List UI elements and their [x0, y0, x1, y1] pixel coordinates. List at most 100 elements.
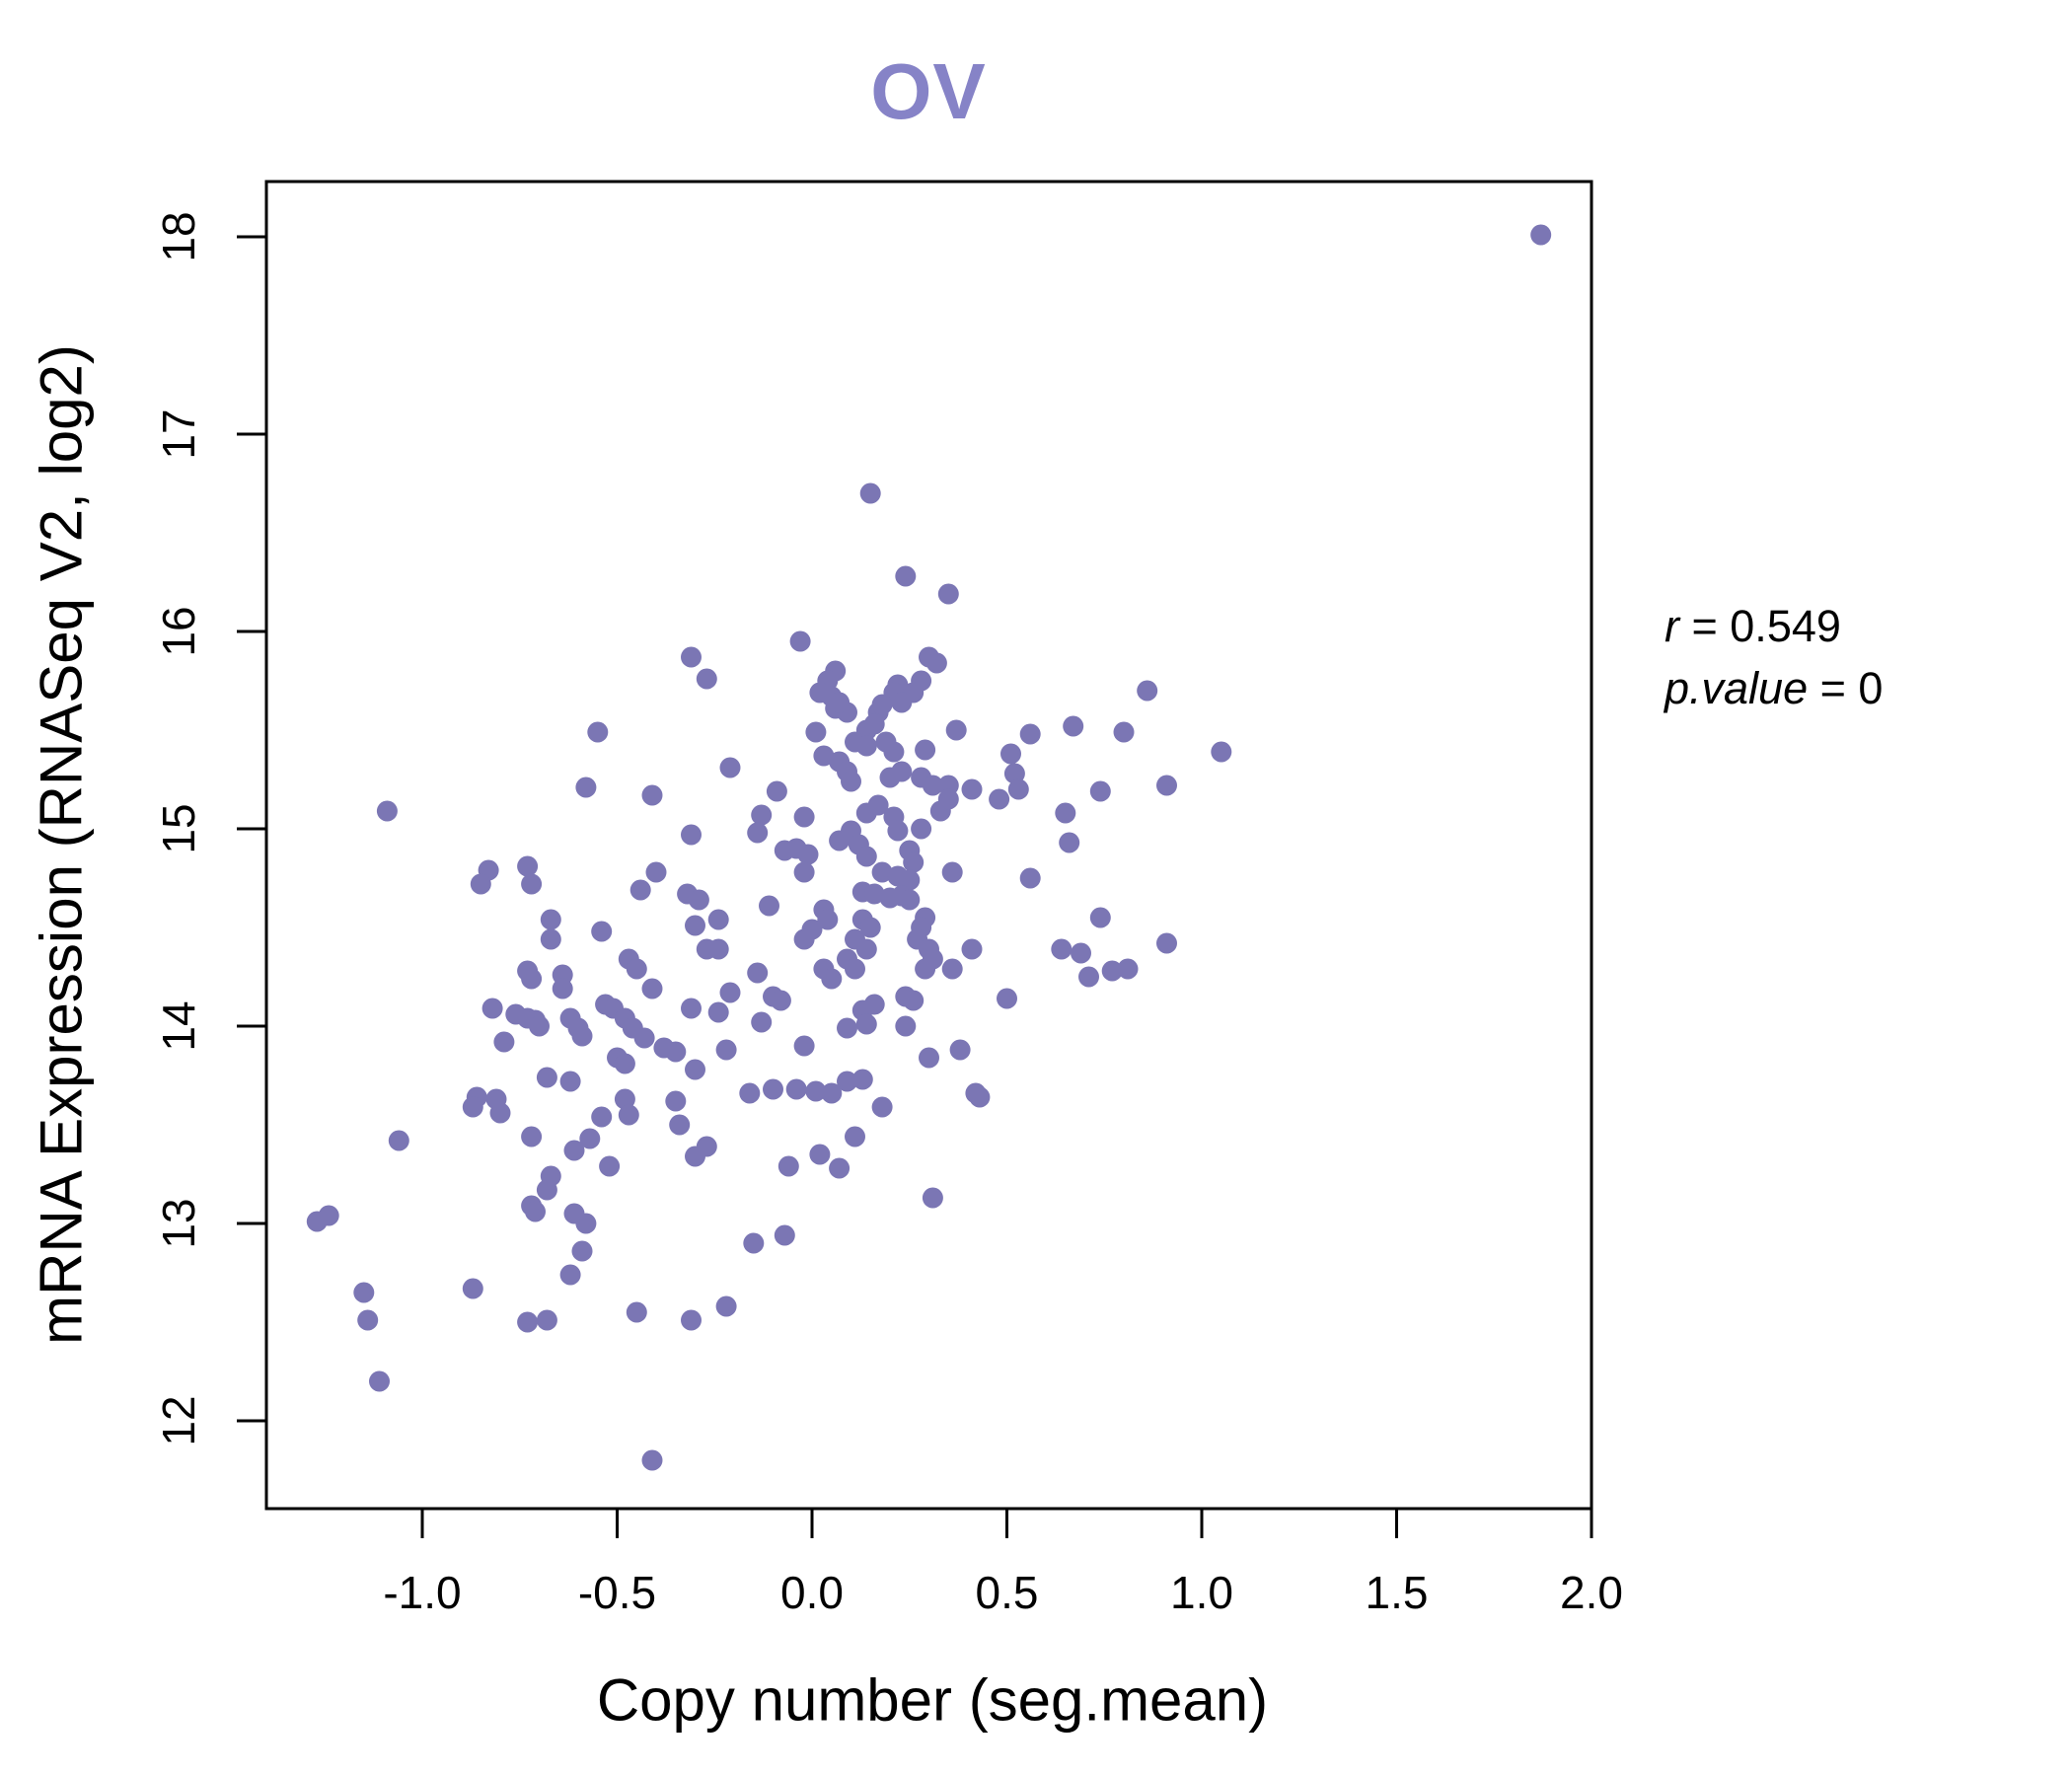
- y-tick-label: 18: [153, 211, 204, 261]
- data-point: [462, 1096, 483, 1118]
- data-point: [529, 1015, 550, 1037]
- data-point: [521, 1126, 543, 1147]
- data-point: [707, 1001, 729, 1023]
- data-point: [829, 692, 851, 713]
- y-tick-label: 12: [153, 1395, 204, 1445]
- data-point: [719, 982, 741, 1003]
- data-point: [887, 820, 909, 842]
- data-point: [1089, 907, 1111, 928]
- data-point: [540, 928, 561, 950]
- data-point: [645, 861, 667, 883]
- data-point: [688, 889, 709, 911]
- data-point: [774, 1224, 795, 1246]
- r-label: r: [1665, 601, 1679, 651]
- data-point: [536, 1309, 557, 1331]
- data-point: [493, 1031, 515, 1053]
- data-point: [851, 1069, 873, 1090]
- r-value-text: r = 0.549: [1665, 595, 1883, 657]
- data-point: [766, 780, 787, 802]
- data-point: [1063, 715, 1084, 737]
- data-point: [517, 1311, 539, 1333]
- data-point: [922, 1187, 943, 1209]
- data-point: [707, 909, 729, 930]
- x-tick-label: 2.0: [1560, 1567, 1623, 1618]
- data-point: [871, 694, 893, 715]
- data-point: [915, 958, 936, 980]
- data-point: [1078, 966, 1099, 988]
- data-point: [552, 978, 573, 999]
- data-point: [937, 788, 959, 810]
- data-point: [751, 1011, 773, 1033]
- data-point: [696, 1136, 717, 1157]
- data-point: [353, 1282, 375, 1303]
- data-point: [1113, 721, 1135, 743]
- x-axis-title: Copy number (seg.mean): [596, 1666, 1269, 1734]
- data-point: [793, 928, 815, 950]
- data-point: [743, 1232, 765, 1254]
- data-point: [563, 1140, 585, 1161]
- data-point: [922, 775, 943, 796]
- data-point: [579, 1128, 601, 1149]
- data-point: [1051, 938, 1073, 960]
- data-point: [1019, 867, 1041, 889]
- x-tick-label: 0.5: [976, 1567, 1039, 1618]
- data-point: [829, 830, 851, 851]
- data-point: [911, 818, 932, 840]
- data-point: [489, 1102, 511, 1124]
- data-point: [376, 800, 398, 822]
- data-point: [614, 1088, 635, 1110]
- data-point: [899, 889, 921, 911]
- data-point: [903, 851, 925, 873]
- plot-border: [264, 180, 1593, 1511]
- data-point: [789, 630, 811, 652]
- data-point: [681, 998, 702, 1019]
- data-point: [388, 1130, 409, 1151]
- data-point: [1059, 832, 1080, 853]
- data-point: [855, 735, 877, 757]
- data-point: [521, 873, 543, 895]
- data-point: [817, 909, 839, 930]
- y-tick-label: 15: [153, 803, 204, 853]
- y-tick-label: 14: [153, 1000, 204, 1051]
- data-point: [837, 1017, 857, 1039]
- data-point: [925, 652, 947, 674]
- data-point: [859, 917, 881, 938]
- data-point: [829, 1157, 851, 1179]
- data-point: [521, 968, 543, 990]
- data-point: [941, 861, 963, 883]
- data-point: [669, 1114, 691, 1136]
- data-point: [1055, 802, 1076, 824]
- data-point: [1530, 224, 1552, 246]
- data-point: [626, 1301, 647, 1323]
- data-point: [481, 998, 503, 1019]
- data-point: [1211, 741, 1232, 763]
- correlation-annotation: r = 0.549 p.value = 0: [1665, 595, 1883, 719]
- data-point: [575, 777, 597, 798]
- data-point: [591, 921, 613, 942]
- data-point: [895, 1015, 917, 1037]
- data-point: [797, 844, 819, 865]
- r-eq-value: = 0.549: [1679, 601, 1841, 651]
- x-tick-label: -0.5: [578, 1567, 656, 1618]
- data-point: [559, 1071, 581, 1092]
- data-point: [633, 1027, 655, 1049]
- data-point: [945, 719, 967, 741]
- data-point: [805, 1080, 827, 1102]
- x-tick-label: 0.0: [780, 1567, 844, 1618]
- data-point: [793, 1035, 815, 1057]
- y-tick-label: 16: [153, 606, 204, 656]
- data-point: [919, 1047, 939, 1069]
- data-point: [318, 1205, 339, 1226]
- data-point: [805, 721, 827, 743]
- data-point: [696, 938, 717, 960]
- data-point: [665, 1090, 687, 1112]
- data-point: [841, 771, 861, 792]
- data-point: [525, 1201, 546, 1222]
- data-point: [641, 1449, 663, 1471]
- data-point: [883, 741, 905, 763]
- data-point: [809, 1144, 831, 1165]
- data-point: [770, 990, 791, 1011]
- data-point: [626, 958, 647, 980]
- data-point: [1137, 680, 1158, 702]
- data-point: [559, 1264, 581, 1286]
